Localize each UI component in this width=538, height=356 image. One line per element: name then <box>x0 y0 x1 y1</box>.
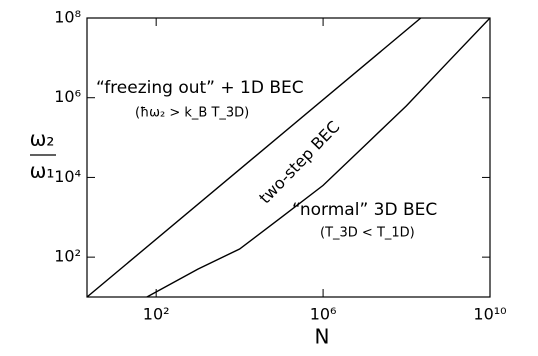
x-axis-label: N <box>315 325 330 349</box>
plot-frame <box>86 17 491 298</box>
x-tick-label: 10² <box>143 305 170 324</box>
y-tick-label: 10⁶ <box>54 87 81 106</box>
annotation: (T_3D < T_1D) <box>320 226 415 241</box>
curve <box>87 18 422 297</box>
y-axis-label-numerator: ω₂ <box>30 127 55 151</box>
curve <box>146 18 490 297</box>
y-tick-label: 10⁴ <box>54 167 81 186</box>
y-tick-label: 10⁸ <box>54 8 81 27</box>
x-tick-label: 10¹⁰ <box>473 305 506 324</box>
annotation: “freezing out” + 1D BEC <box>96 78 304 98</box>
y-axis-label-denominator: ω₁ <box>30 159 55 183</box>
annotation: “normal” 3D BEC <box>292 200 437 220</box>
y-tick-label: 10² <box>54 247 81 266</box>
x-tick-label: 10⁶ <box>310 305 337 324</box>
annotation: (ħω₂ > k_B T_3D) <box>135 106 249 121</box>
annotation: two-step BEC <box>255 117 343 207</box>
